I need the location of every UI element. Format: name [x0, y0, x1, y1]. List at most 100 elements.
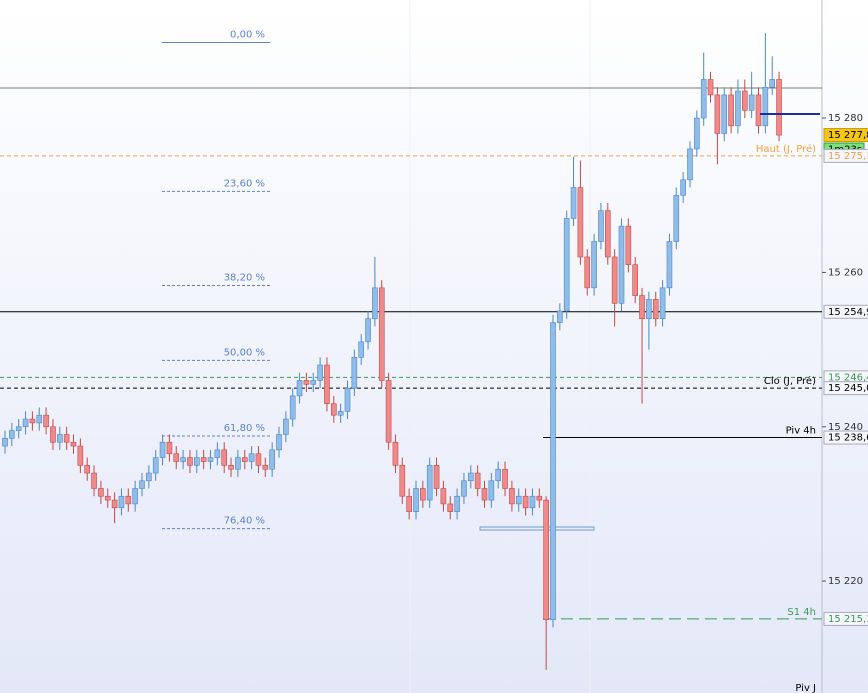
candle-body [289, 395, 296, 420]
y-tick-label: 15 260 [828, 267, 863, 278]
candle-body [604, 210, 611, 258]
candle-body [152, 457, 159, 474]
candle-body [378, 287, 385, 381]
candle-body [351, 357, 358, 389]
level-name: S1 4h [787, 607, 816, 618]
candle-body [515, 495, 522, 505]
candle-body [474, 472, 481, 489]
candle-body [495, 468, 502, 482]
candle-body [98, 488, 104, 497]
candle-body [406, 495, 412, 512]
candle-body [50, 426, 56, 443]
candle-body [159, 441, 166, 458]
candle-body [735, 90, 741, 127]
candle-body [70, 441, 77, 447]
candle-body [440, 488, 447, 505]
fib-label: 38,20 % [224, 273, 265, 284]
y-tick-label: 15 220 [828, 576, 863, 587]
candle-body [317, 364, 323, 381]
candle-body [118, 495, 125, 509]
candle-body [207, 457, 214, 462]
candle-body [769, 79, 776, 88]
candle-body [111, 499, 118, 509]
candle-body [214, 449, 221, 458]
candle-body [728, 94, 734, 127]
candle-body [63, 434, 70, 443]
candle-body [652, 299, 659, 320]
y-tick-label: 15 280 [828, 113, 863, 124]
candle-body [200, 457, 207, 462]
candle-body [56, 434, 63, 443]
candle-body [276, 434, 282, 451]
candle-body [611, 256, 618, 304]
candle-body [358, 341, 365, 358]
candle-body [714, 94, 721, 134]
candle-body [577, 187, 584, 258]
candle-body [194, 457, 200, 466]
candle-body [467, 472, 474, 482]
candle-body [324, 364, 330, 404]
candle-body [454, 495, 460, 512]
price-tag-label: 15 238,6 [828, 433, 868, 444]
candle-body [255, 453, 262, 466]
candle-body [598, 210, 604, 242]
candle-body [646, 299, 652, 320]
candle-body [385, 380, 392, 443]
candle-body [666, 241, 673, 289]
candle-body [543, 499, 549, 620]
y-tick-label: 15 240 [828, 422, 863, 433]
candle-body [502, 468, 508, 489]
candle-body [9, 430, 15, 439]
candle-body [337, 411, 344, 416]
candle-body [550, 322, 556, 620]
candle-body [241, 457, 248, 462]
candle-body [296, 380, 303, 397]
candle-body [399, 465, 406, 497]
price-tag [823, 611, 868, 626]
candle-body [536, 495, 543, 501]
candle-body [748, 94, 755, 111]
candle-body [330, 403, 337, 416]
price-tag-label: 15 254,9 [828, 307, 868, 318]
level-name: Clo (J, Pré) [764, 375, 816, 387]
candle-body [235, 457, 241, 470]
candle-body [426, 465, 433, 501]
candle-body [584, 256, 591, 289]
price-tag [823, 381, 868, 396]
candle-body [344, 387, 351, 412]
candle-body [570, 187, 577, 219]
candle-body [283, 418, 289, 435]
candle-body [721, 94, 728, 134]
price-tag [823, 304, 868, 319]
candle-body [29, 418, 36, 424]
candle-body [687, 148, 693, 181]
candle-body [447, 503, 454, 512]
candle-body [125, 495, 132, 505]
level-name: Piv 4h [786, 426, 816, 437]
candle-body [563, 218, 570, 312]
candle-body [591, 241, 597, 289]
candle-body [262, 465, 269, 470]
candle-body [392, 441, 399, 466]
candle-body [15, 426, 22, 431]
level-name: Haut (J, Pré) [756, 143, 816, 155]
fib-label: 76,40 % [224, 516, 265, 527]
candle-body [310, 380, 317, 385]
candle-body [372, 287, 378, 320]
candle-body [776, 79, 782, 136]
candle-body [762, 86, 769, 127]
price-tag-label: 15 277,8 [828, 130, 868, 141]
candle-body [84, 465, 90, 474]
candle-body [433, 465, 440, 489]
candle-body [420, 488, 426, 501]
candle-body [673, 194, 680, 242]
candle-body [43, 414, 49, 428]
candle-body [659, 287, 666, 320]
candle-body [180, 457, 186, 462]
price-tag-label: 15 246,4 [828, 372, 868, 383]
candle-body [461, 480, 467, 497]
piv-j-label: Piv J [795, 683, 816, 693]
candle-body [413, 488, 419, 512]
candle-body [22, 418, 29, 428]
fib-label: 61,80 % [224, 423, 265, 434]
